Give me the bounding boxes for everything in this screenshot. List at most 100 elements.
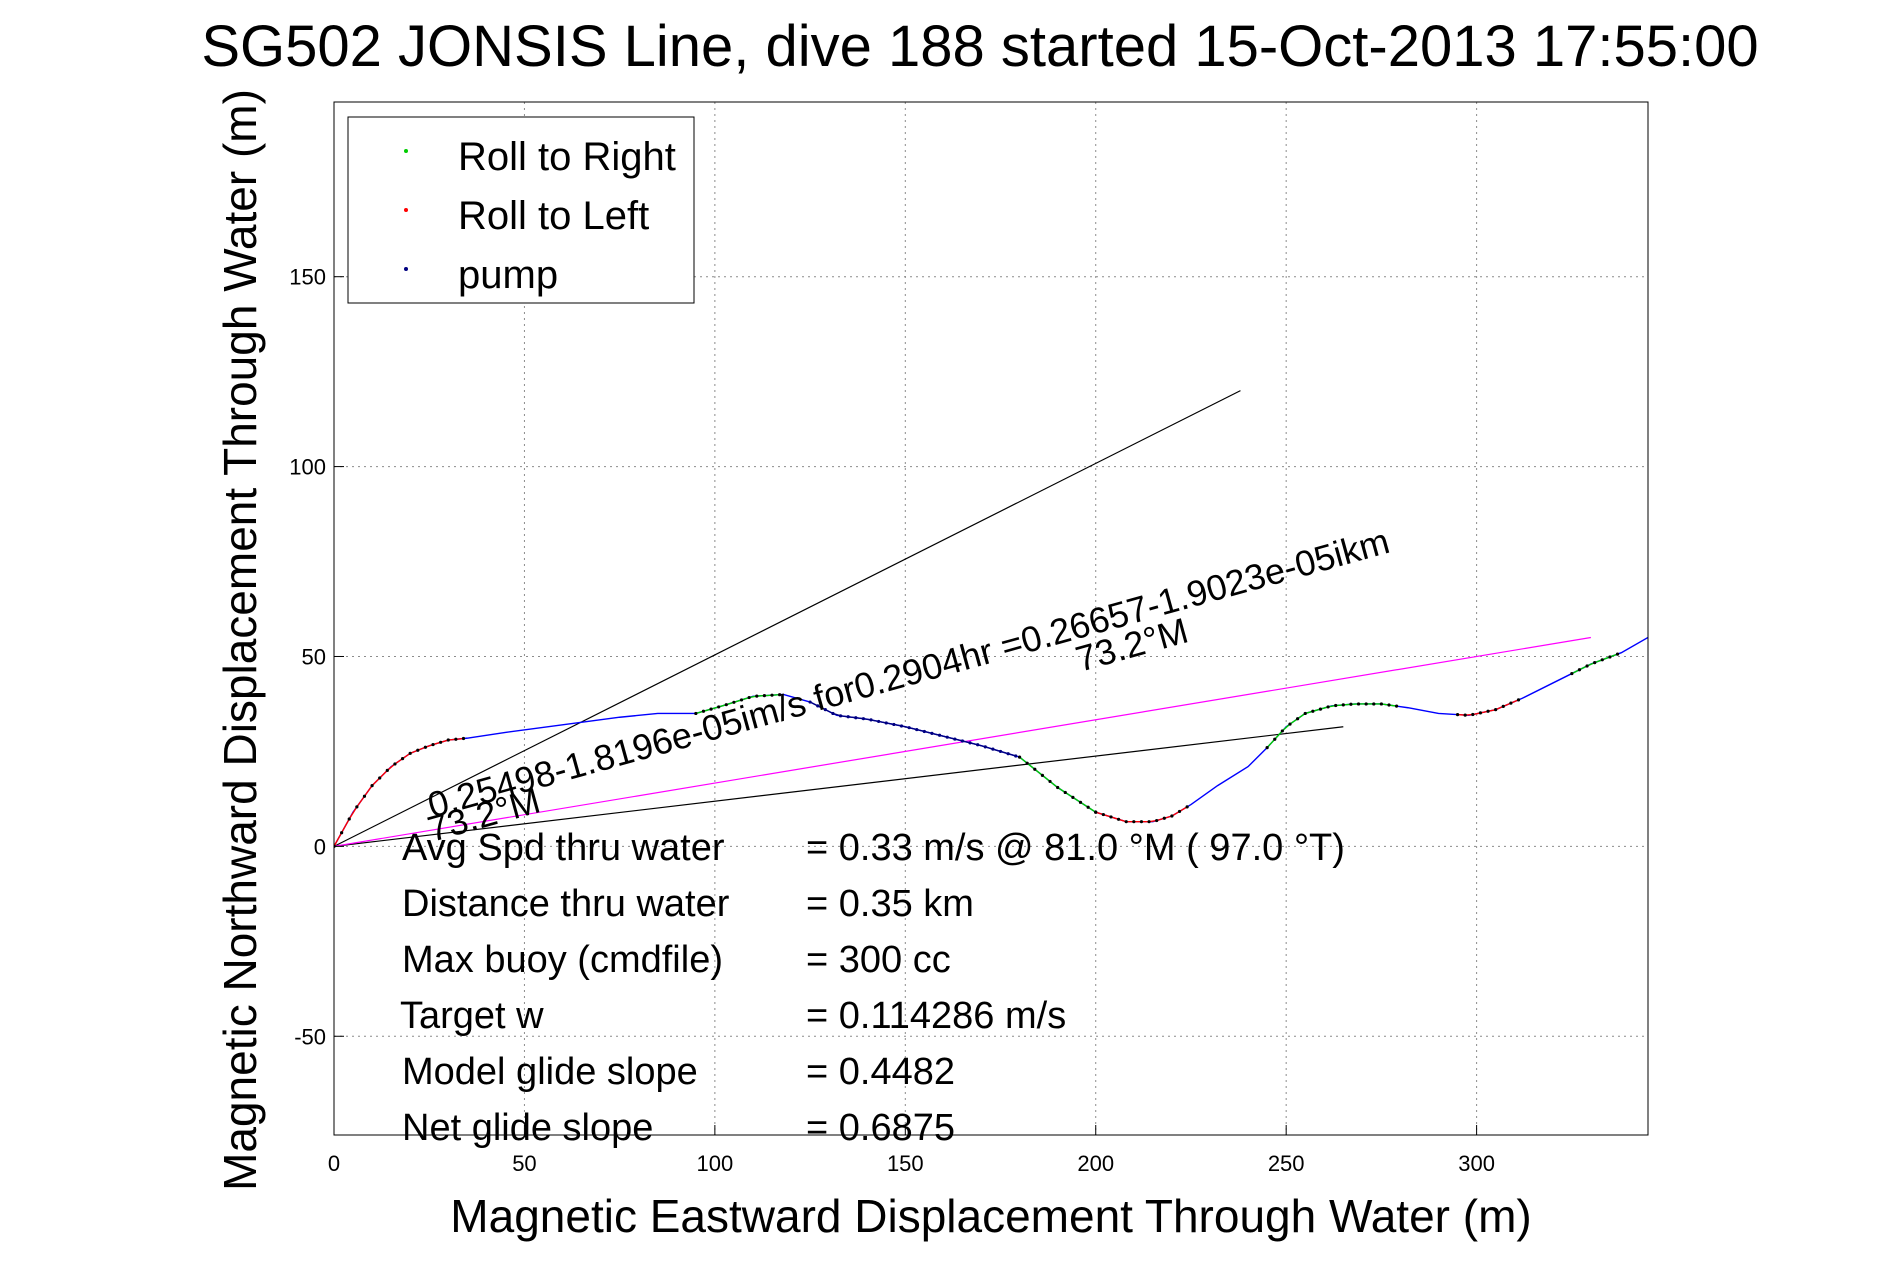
segment-2-point-11	[892, 722, 896, 727]
segment-5-point-13	[1364, 702, 1368, 706]
x-tick-label-200: 200	[1077, 1151, 1114, 1176]
x-tick-label-50: 50	[512, 1151, 536, 1176]
segment-1-point-8	[755, 694, 759, 698]
segment-4-point-6	[1139, 820, 1144, 824]
segment-5-point-11	[1349, 702, 1353, 706]
segment-2-point-7	[861, 717, 866, 721]
segment-4-point-12	[1185, 805, 1189, 809]
segment-2-point-8	[869, 718, 873, 722]
ann-label-net-glide: Net glide slope	[402, 1107, 653, 1149]
ann-label-max-buoy: Max buoy (cmdfile)	[402, 939, 723, 981]
segment-1-point-10	[770, 693, 774, 697]
segment-6-point-6	[1501, 704, 1505, 708]
ann-label-distance: Distance thru water	[402, 883, 730, 925]
y-tick-label-50: 50	[302, 644, 326, 669]
segment-5-point-3	[1288, 722, 1292, 726]
y-tick-label-100: 100	[289, 455, 326, 480]
segment-2-point-6	[854, 716, 858, 720]
segment-2-point-12	[899, 724, 904, 728]
segment-2-point-25	[998, 749, 1003, 754]
annotation-block: Avg Spd thru water = 0.33 m/s @ 81.0 °M …	[400, 827, 1345, 1149]
segment-6-point-2	[1471, 712, 1475, 717]
segment-3-point-7	[1071, 795, 1075, 799]
x-tick-label-250: 250	[1268, 1151, 1305, 1176]
segment-0-point-14	[439, 740, 443, 744]
segment-2-point-27	[1014, 754, 1018, 758]
segment-1-point-5	[732, 700, 736, 704]
segment-3-point-5	[1056, 785, 1060, 790]
segment-6-point-7	[1509, 701, 1513, 705]
segment-2-point-17	[937, 733, 942, 737]
y-tick-label-0: 0	[314, 834, 326, 859]
segment-2-point-20	[960, 739, 965, 743]
segment-2-point-16	[930, 731, 934, 735]
ann-value-distance: = 0.35 km	[806, 883, 974, 925]
segment-7-point-0	[1570, 671, 1574, 676]
legend-marker-roll-left	[404, 208, 408, 212]
segment-4-point-3	[1116, 817, 1121, 821]
legend-label-pump: pump	[458, 253, 558, 297]
segment-1-point-2	[709, 707, 713, 711]
segment-2-point-1	[816, 704, 820, 708]
segment-3-point-8	[1078, 800, 1083, 804]
segment-0-point-12	[423, 745, 428, 749]
legend-marker-pump	[404, 267, 408, 271]
segment-5-point-0	[1265, 746, 1269, 750]
segment-7-point-5	[1608, 655, 1612, 659]
segment-0-point-5	[370, 784, 374, 788]
segment-5-point-16	[1387, 703, 1391, 707]
legend-marker-roll-right	[404, 149, 408, 153]
segment-5-point-9	[1334, 703, 1338, 708]
segment-7-point-4	[1600, 658, 1604, 662]
ann-label-avg-speed: Avg Spd thru water	[402, 827, 725, 869]
x-tick-label-100: 100	[697, 1151, 734, 1176]
segment-2-point-10	[884, 721, 888, 725]
y-ticks: -50 0 50 100 150	[289, 265, 344, 1049]
segment-2-point-13	[907, 726, 911, 730]
segment-0-point-1	[340, 831, 344, 835]
segment-2-point-3	[831, 711, 835, 716]
segment-1-point-4	[724, 703, 728, 707]
segment-4-point-11	[1177, 809, 1182, 814]
segment-5-point-2	[1280, 729, 1284, 733]
segment-5-point-12	[1356, 702, 1361, 706]
ann-label-target-w: Target w	[400, 995, 544, 1037]
segment-2-point-4	[838, 714, 843, 718]
segment-0-point-2	[347, 817, 351, 821]
segment-7-point-2	[1585, 664, 1589, 668]
plot-frame	[333, 101, 1649, 1136]
segment-5-point-7	[1318, 707, 1323, 711]
segment-2-point-19	[953, 737, 957, 741]
segment-0-point-4	[362, 794, 367, 798]
segment-0-point-7	[385, 768, 389, 773]
segment-1-point-0	[694, 711, 698, 716]
segment-4-point-1	[1101, 812, 1105, 817]
segment-6-point-1	[1463, 713, 1467, 717]
x-axis-label: Magnetic Eastward Displacement Through W…	[450, 1190, 1531, 1242]
segment-3-point-0	[1017, 755, 1022, 759]
segment-2-point-14	[915, 727, 919, 732]
segment-0-point-8	[393, 762, 397, 766]
segment-3-point-2	[1033, 767, 1037, 771]
segment-1-point-7	[747, 695, 751, 700]
segment-5-point-8	[1326, 705, 1330, 709]
segment-6-point-0	[1455, 713, 1460, 717]
segment-0-point-17	[461, 736, 466, 741]
segment-6-point-3	[1478, 711, 1483, 715]
segment-3-point-3	[1040, 773, 1045, 777]
y-axis-label: Magnetic Northward Displacement Through …	[214, 89, 266, 1191]
segment-2-point-22	[976, 743, 980, 747]
segment-2-point-18	[945, 735, 949, 739]
segment-2-point-0	[808, 700, 812, 704]
segment-0-point-9	[400, 757, 405, 761]
ann-value-max-buoy: = 300 cc	[806, 939, 951, 981]
segment-1-point-1	[701, 709, 706, 713]
segment-3-point-6	[1063, 790, 1067, 795]
segment-2-point-2	[823, 708, 827, 712]
segment-4-point-10	[1170, 814, 1174, 818]
segment-2-point-24	[991, 747, 995, 751]
y-tick-label-150: 150	[289, 265, 326, 290]
ann-value-net-glide: = 0.6875	[806, 1107, 955, 1149]
segment-3-point-4	[1048, 779, 1052, 784]
